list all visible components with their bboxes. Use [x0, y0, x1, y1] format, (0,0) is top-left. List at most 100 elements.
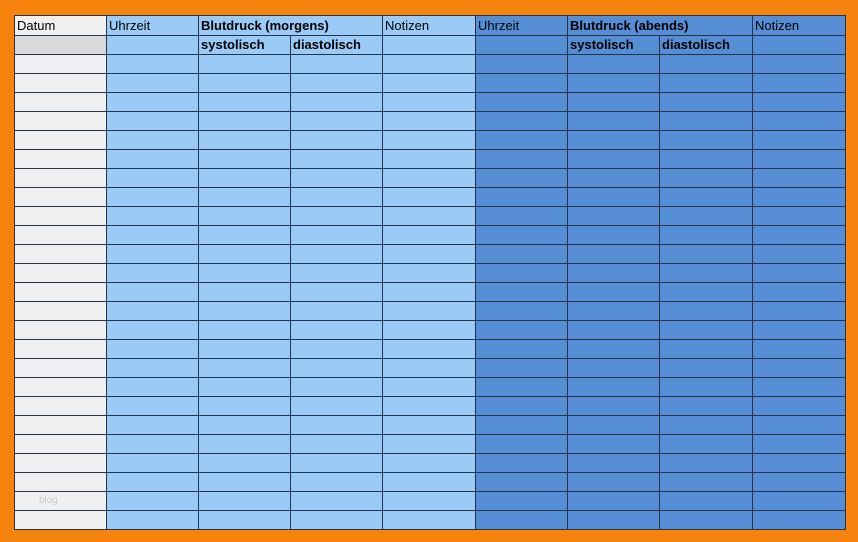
cell: [475, 453, 568, 473]
cell: [106, 225, 199, 245]
cell: [290, 377, 383, 397]
cell: [659, 491, 753, 511]
cell: [659, 472, 753, 492]
cell: [198, 263, 291, 283]
cell: [659, 434, 753, 454]
cell: [290, 111, 383, 131]
entry-row: [14, 92, 846, 112]
cell: [198, 73, 291, 93]
cell: [382, 111, 476, 131]
cell: [659, 111, 753, 131]
cell: [752, 225, 846, 245]
cell: [106, 149, 199, 169]
entry-row: [14, 244, 846, 264]
cell: [752, 206, 846, 226]
cell: [659, 453, 753, 473]
cell: [382, 282, 476, 302]
cell: [752, 320, 846, 340]
entry-row: [14, 54, 846, 74]
cell: [198, 54, 291, 74]
cell: [290, 510, 383, 530]
entry-row: [14, 377, 846, 397]
header-row: Datum Uhrzeit Blutdruck (morgens) Notize…: [14, 15, 846, 36]
cell: [290, 282, 383, 302]
cell: [106, 301, 199, 321]
cell: [290, 320, 383, 340]
cell: [567, 187, 660, 207]
cell: [752, 130, 846, 150]
cell: [14, 130, 107, 150]
cell: [752, 453, 846, 473]
cell: [290, 244, 383, 264]
cell: [567, 149, 660, 169]
entry-row: [14, 434, 846, 454]
cell: [659, 510, 753, 530]
cell: [475, 358, 568, 378]
cell: [198, 377, 291, 397]
cell: [198, 168, 291, 188]
cell: [659, 130, 753, 150]
cell: [475, 149, 568, 169]
entry-row: [14, 187, 846, 207]
cell: [659, 396, 753, 416]
header-cell: Datum: [14, 15, 107, 36]
entry-row: [14, 73, 846, 93]
cell: [475, 510, 568, 530]
cell: [567, 168, 660, 188]
cell: [475, 35, 568, 55]
cell: [475, 187, 568, 207]
cell: [475, 320, 568, 340]
cell: [382, 130, 476, 150]
cell: [106, 415, 199, 435]
cell: [14, 358, 107, 378]
cell: [14, 320, 107, 340]
cell: [106, 35, 199, 55]
cell: [752, 73, 846, 93]
cell: [567, 472, 660, 492]
entry-row: [14, 282, 846, 302]
cell: [752, 149, 846, 169]
cell: [106, 377, 199, 397]
cell: [475, 491, 568, 511]
entry-row: blog: [14, 491, 846, 511]
cell: [198, 339, 291, 359]
cell: [106, 206, 199, 226]
cell: [14, 149, 107, 169]
cell: [382, 54, 476, 74]
cell: [752, 396, 846, 416]
cell: [106, 168, 199, 188]
cell: [752, 263, 846, 283]
entry-row: [14, 130, 846, 150]
watermark: blog: [14, 491, 107, 511]
entry-row: [14, 225, 846, 245]
entry-row: [14, 396, 846, 416]
cell: [106, 187, 199, 207]
cell: [567, 434, 660, 454]
cell: [567, 453, 660, 473]
cell: [752, 301, 846, 321]
cell: [106, 111, 199, 131]
cell: [475, 415, 568, 435]
cell: [198, 510, 291, 530]
cell: [567, 130, 660, 150]
cell: [382, 377, 476, 397]
cell: [106, 263, 199, 283]
cell: [475, 225, 568, 245]
cell: [475, 111, 568, 131]
cell: [14, 263, 107, 283]
subheader-cell: diastolisch: [659, 35, 753, 55]
cell: [382, 149, 476, 169]
cell: [198, 434, 291, 454]
cell: [382, 453, 476, 473]
cell: [106, 244, 199, 264]
cell: [475, 244, 568, 264]
cell: [659, 244, 753, 264]
cell: [752, 472, 846, 492]
cell: [382, 339, 476, 359]
cell: [14, 301, 107, 321]
cell: [14, 206, 107, 226]
cell: [106, 453, 199, 473]
cell: [290, 92, 383, 112]
cell: [752, 244, 846, 264]
cell: [752, 35, 846, 55]
